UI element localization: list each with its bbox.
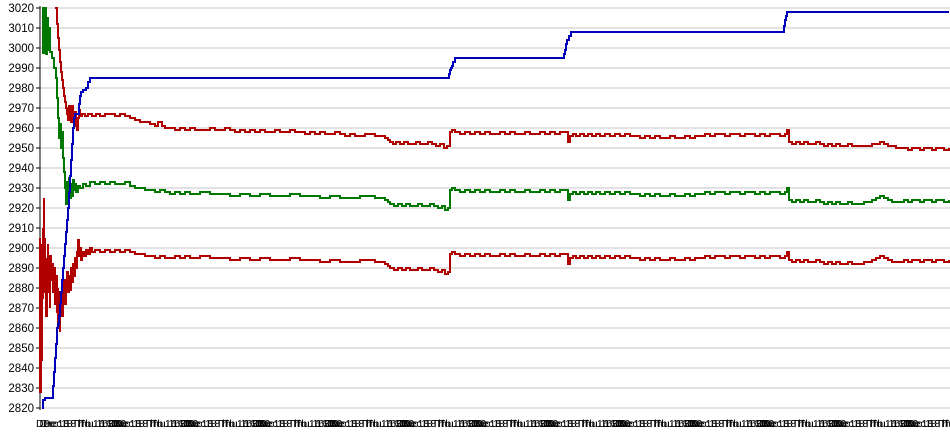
x-axis-tick-label: Dec 18 Thu 16:30 [396, 418, 479, 430]
x-axis-tick-label: Dec 18 Thu 16:30 [43, 418, 126, 430]
x-axis-tick-label: Dec 18 Thu 16:30 [256, 418, 339, 430]
x-axis-tick-label: Dec 18 Thu 16:30 [475, 418, 558, 430]
y-axis-tick-label: 2990 [8, 63, 34, 75]
x-axis-tick-label: Dec 18 Thu 16:30 [544, 418, 627, 430]
x-axis-tick-label: Dec 18 Thu 16:30 [328, 418, 411, 430]
x-axis-tick-label: Dec 18 Thu 16:30 [187, 418, 270, 430]
y-axis-tick-label: 2830 [8, 383, 34, 395]
x-axis-tick-label: Dec 18 Thu 16:30 [756, 418, 839, 430]
y-axis-tick-label: 2950 [8, 143, 34, 155]
x-axis-tick-label: Dec 18 Thu 16:30 [331, 418, 414, 430]
y-axis-tick-label: 3020 [8, 3, 34, 15]
series-line-equity-blue [42, 11, 949, 409]
x-axis-tick-label: Dec 18 Thu 16:30 [547, 418, 630, 430]
series-lines [39, 7, 950, 409]
x-axis-tick-label: Dec 18 Thu 16:30 [832, 418, 915, 430]
x-axis-tick-label: Dec 18 Thu 16:30 [403, 418, 486, 430]
y-axis-tick-label: 2940 [8, 163, 34, 175]
x-axis-tick-label: Dec 18 Thu 16:30 [619, 418, 702, 430]
y-axis-labels: 3020 3010 3000 2990 2980 2970 2960 2950 2940 2930… [8, 3, 34, 415]
x-axis-tick-label: Dec 18 Thu 16:30 [760, 418, 843, 430]
y-axis-tick-label: 2840 [8, 363, 34, 375]
x-axis-tick-label: Dec 18 Thu 16:30 [616, 418, 699, 430]
x-axis-tick-label: Dec 18 Thu 16:30 [835, 418, 918, 430]
gridlines [40, 7, 950, 409]
x-axis-tick-label: Dec 18 Thu 16:30 [468, 418, 551, 430]
x-axis-tick-label: Dec 18 Thu 16:30 [324, 418, 407, 430]
y-axis-tick-label: 2980 [8, 83, 34, 95]
x-axis-tick-label: Dec 18 Thu 16:30 [688, 418, 771, 430]
x-axis-tick-label: Dec 18 Thu 16:30 [763, 418, 846, 430]
x-axis-tick-label: Dec 18 Thu 16:30 [36, 418, 119, 430]
y-axis-tick-label: 2910 [8, 223, 34, 235]
y-axis-tick-label: 2900 [8, 243, 34, 255]
y-axis-tick-label: 2890 [8, 263, 34, 275]
series-line-lower-band-red [39, 198, 950, 393]
series-line-mid-band-green [42, 7, 950, 211]
y-axis-tick-label: 2820 [8, 403, 34, 415]
x-axis-tick-label: Dec 18 Thu 16:30 [900, 418, 950, 430]
x-axis-tick-label: Dec 18 Thu 16:30 [108, 418, 191, 430]
x-axis-tick-label: Dec 18 Thu 16:30 [184, 418, 267, 430]
y-axis-tick-label: 2870 [8, 303, 34, 315]
x-axis-tick-label: Dec 18 Thu 16:30 [828, 418, 911, 430]
y-axis-tick-label: 3010 [8, 23, 34, 35]
x-axis-tick-label: Dec 18 Thu 16:30 [400, 418, 483, 430]
x-axis-tick-label: Dec 18 Thu 16:30 [112, 418, 195, 430]
x-axis-tick-label: Dec 18 Thu 16:30 [259, 418, 342, 430]
x-axis-tick-label: Dec 18 Thu 16:30 [684, 418, 767, 430]
x-axis-tick-label: Dec 18 Thu 16:30 [252, 418, 335, 430]
x-axis-tick-label: Dec 18 Thu 16:30 [40, 418, 123, 430]
y-axis-tick-label: 2930 [8, 183, 34, 195]
y-axis-tick-label: 2920 [8, 203, 34, 215]
y-axis-tick-label: 2960 [8, 123, 34, 135]
x-axis-tick-label: Dec 18 Thu 16:30 [907, 418, 950, 430]
x-axis-tick-label: Dec 18 Thu 16:30 [115, 418, 198, 430]
x-axis-tick-label: Dec 18 Thu 16:30 [691, 418, 774, 430]
x-axis-tick-label: Dec 18 Thu 16:30 [180, 418, 263, 430]
x-axis-tick-label: Dec 18 Thu 16:30 [612, 418, 695, 430]
y-axis-tick-label: 2850 [8, 343, 34, 355]
y-axis-tick-label: 2970 [8, 103, 34, 115]
y-axis-tick-label: 3000 [8, 43, 34, 55]
series-line-upper-band-red [55, 7, 950, 151]
y-axis-tick-label: 2860 [8, 323, 34, 335]
x-axis-tick-label: Dec 18 Thu 16:30 [904, 418, 950, 430]
x-axis-tick-label: Dec 18 Thu 16:30 [472, 418, 555, 430]
x-axis-tick-label: Dec 18 Thu 16:30 [540, 418, 623, 430]
y-axis-tick-label: 2880 [8, 283, 34, 295]
